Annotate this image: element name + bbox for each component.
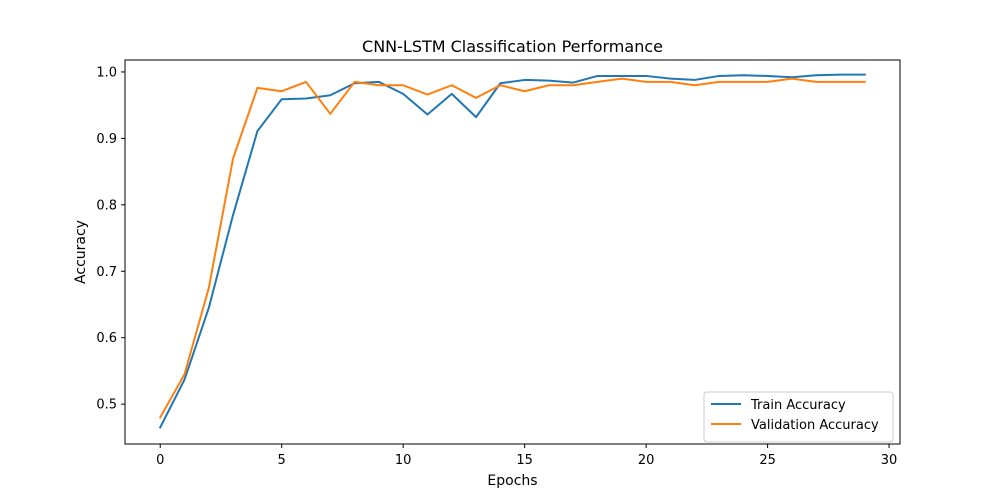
plot-frame [124, 59, 901, 445]
legend-box [703, 391, 894, 443]
x-tick-label: 25 [759, 453, 776, 468]
y-tick-label: 0.6 [96, 331, 117, 346]
chart-title: CNN-LSTM Classification Performance [362, 37, 663, 56]
x-tick-label: 10 [395, 453, 412, 468]
y-tick-label: 0.9 [96, 132, 117, 147]
x-axis: 0 5 10 15 20 25 30 [156, 444, 897, 468]
y-axis-label: Accuracy [73, 220, 89, 284]
legend-label-train: Train Accuracy [750, 398, 846, 413]
x-tick-label: 15 [516, 453, 533, 468]
series-line-0 [158, 73, 866, 429]
x-axis-label: Epochs [487, 473, 537, 489]
x-tick-label: 0 [156, 453, 164, 468]
x-tick-label: 20 [638, 453, 655, 468]
y-tick-label: 0.7 [96, 265, 117, 280]
y-axis: 0.5 0.6 0.7 0.8 0.9 1.0 [96, 65, 125, 413]
y-tick-label: 1.0 [96, 65, 117, 80]
x-tick-label: 30 [881, 453, 898, 468]
x-tick-label: 5 [278, 453, 286, 468]
legend-label-validation: Validation Accuracy [751, 418, 879, 433]
y-tick-label: 0.5 [96, 398, 117, 413]
series-line-1 [158, 77, 866, 419]
y-tick-label: 0.8 [96, 198, 117, 213]
legend: Train Accuracy Validation Accuracy [703, 391, 894, 443]
plot-lines [158, 73, 866, 429]
